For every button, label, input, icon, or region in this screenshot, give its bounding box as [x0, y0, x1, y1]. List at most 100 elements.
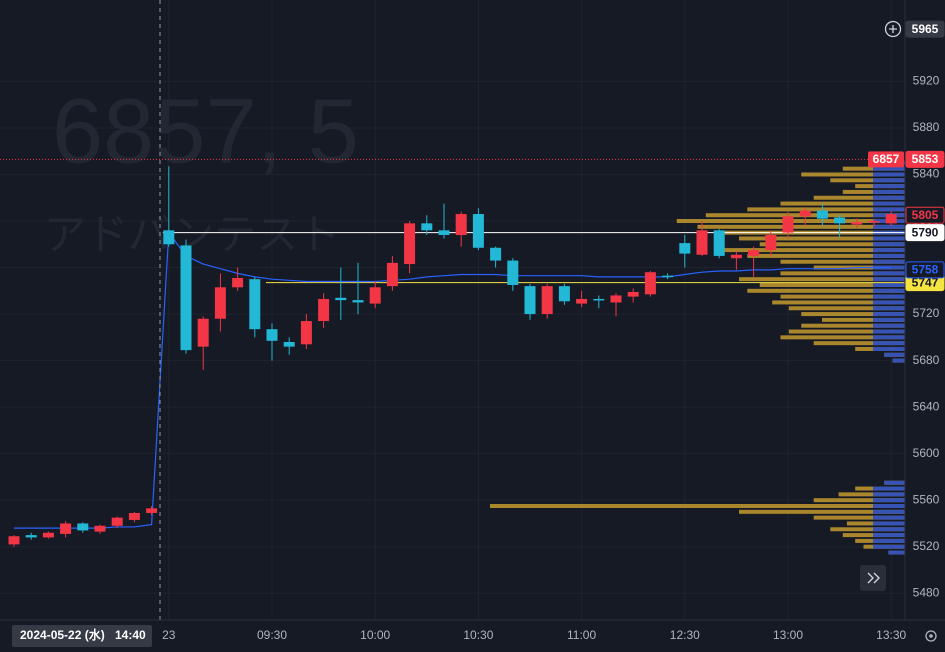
- x-tick-label: 13:30: [876, 628, 906, 642]
- candle-body: [438, 230, 450, 235]
- volume-profile-bar: [801, 172, 905, 177]
- volume-profile-bar: [801, 312, 905, 317]
- volume-profile-inner: [873, 521, 905, 526]
- x-tick-label: 12:30: [670, 628, 700, 642]
- candle-body: [490, 247, 502, 261]
- price-label: 5758: [912, 263, 939, 277]
- plot: [0, 158, 905, 555]
- volume-profile-bar: [813, 341, 905, 346]
- volume-profile-inner: [873, 492, 905, 497]
- volume-profile-inner: [873, 504, 905, 509]
- x-tick-label: 10:30: [463, 628, 493, 642]
- symbol-box: [868, 151, 904, 168]
- volume-profile-inner: [873, 189, 905, 194]
- crosshair-time-box: [12, 625, 152, 647]
- add-icon: [889, 25, 897, 33]
- volume-profile-inner: [873, 277, 905, 282]
- volume-profile-inner: [873, 498, 905, 503]
- volume-profile-inner: [873, 253, 905, 258]
- volume-profile-inner: [873, 248, 905, 253]
- volume-profile-inner: [873, 515, 905, 520]
- volume-profile-bar: [788, 306, 905, 311]
- volume-profile-bar: [822, 317, 905, 322]
- volume-profile-bar: [801, 323, 905, 328]
- candle-body: [266, 329, 278, 341]
- price-line-label-box: [905, 150, 945, 168]
- volume-profile-inner: [873, 236, 905, 241]
- candle-body: [713, 230, 725, 256]
- volume-profile-inner: [873, 224, 905, 229]
- volume-profile-bar: [788, 329, 905, 334]
- volume-profile-inner: [873, 335, 905, 340]
- volume-profile-inner: [873, 486, 905, 491]
- volume-profile-inner: [873, 271, 905, 276]
- candle-body: [25, 535, 37, 538]
- candle-body: [455, 214, 467, 235]
- candle-body: [627, 291, 639, 297]
- volume-profile-bar: [772, 300, 905, 305]
- candle-body: [249, 279, 261, 330]
- volume-profile-bar: [813, 498, 905, 503]
- volume-profile-bar: [813, 515, 905, 520]
- volume-profile-inner: [873, 300, 905, 305]
- watermark-name: アドバンテスト: [44, 211, 340, 258]
- candle-body: [558, 286, 570, 302]
- y-tick-label: 5480: [913, 585, 940, 599]
- volume-profile-inner: [873, 533, 905, 538]
- candle-body: [180, 245, 192, 351]
- volume-profile-inner: [873, 166, 905, 171]
- settings-button[interactable]: [925, 630, 937, 642]
- candle-body: [662, 275, 674, 278]
- volume-profile-bar: [490, 504, 905, 509]
- volume-profile-bar: [838, 492, 905, 497]
- volume-profile-bar: [747, 207, 905, 212]
- candle-body: [765, 234, 777, 251]
- candle-body: [335, 297, 347, 301]
- candle-body: [507, 260, 519, 285]
- price-label: 5805: [912, 208, 939, 222]
- volume-profile-inner: [873, 207, 905, 212]
- candle-body: [885, 214, 897, 224]
- candle-body: [300, 321, 312, 345]
- candle-body: [541, 286, 553, 315]
- y-tick-label: 5720: [913, 306, 940, 320]
- y-tick-label: 5560: [913, 492, 940, 506]
- price-label-box: [905, 206, 945, 224]
- candle-body: [369, 287, 381, 304]
- volume-profile-inner: [873, 509, 905, 514]
- candle-body: [868, 221, 880, 223]
- candle-body: [214, 287, 226, 319]
- candle-body: [77, 523, 89, 531]
- volume-profile-inner: [873, 288, 905, 293]
- candle-body: [404, 223, 416, 265]
- add-button[interactable]: [884, 20, 902, 38]
- candle-body: [163, 230, 175, 245]
- volume-profile-bar: [747, 253, 905, 258]
- volume-profile-bar: [780, 201, 905, 206]
- volume-profile-inner: [873, 178, 905, 183]
- volume-profile-inner: [873, 317, 905, 322]
- crosshair-price-box: [905, 20, 945, 38]
- scroll-icon: [867, 572, 880, 584]
- volume-profile-inner: [884, 352, 905, 357]
- candle-body: [42, 532, 54, 538]
- crosshair-time: 14:40: [115, 628, 146, 642]
- candle-body: [111, 517, 123, 526]
- x-tick-label: 10:00: [360, 628, 390, 642]
- volume-profile-inner: [884, 480, 905, 485]
- volume-profile-bar: [830, 527, 905, 532]
- price-line-label: 5747: [912, 275, 939, 289]
- candle-body: [610, 295, 622, 303]
- x-tick-label: 09:30: [257, 628, 287, 642]
- y-tick-label: 5600: [913, 446, 940, 460]
- price-line-label: 5790: [912, 225, 939, 239]
- candle-body: [576, 298, 588, 304]
- price-label-box: [905, 261, 945, 279]
- volume-profile-bar: [780, 271, 905, 276]
- volume-profile-inner: [873, 323, 905, 328]
- x-tick-label: 23: [162, 628, 176, 642]
- candle-body: [386, 262, 398, 287]
- candle-body: [524, 286, 536, 315]
- volume-profile-inner: [873, 544, 905, 549]
- x-tick-label: 13:00: [773, 628, 803, 642]
